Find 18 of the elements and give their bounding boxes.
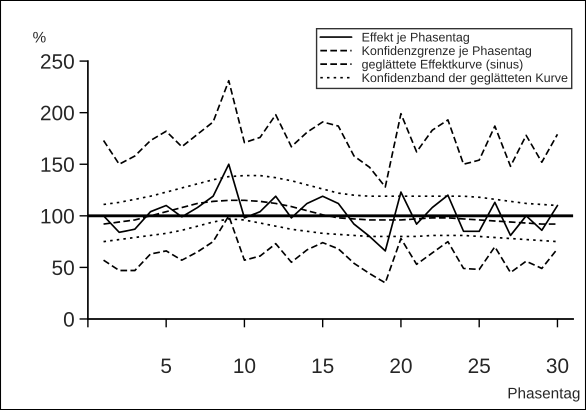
legend-label: Konfidenzband der geglätteten Kurve <box>362 72 568 85</box>
x-tick-label: 30 <box>546 358 568 374</box>
y-tick-label: 0 <box>64 312 74 327</box>
x-tick-label: 5 <box>161 358 172 374</box>
y-tick-label: 100 <box>42 208 74 224</box>
x-tick-label: 25 <box>468 358 490 374</box>
x-tick-label: 20 <box>390 358 412 374</box>
legend-label: geglättete Effektkurve (sinus) <box>362 59 522 72</box>
x-tick-label: 15 <box>312 358 334 374</box>
y-axis-title: % <box>33 32 46 43</box>
y-tick-label: 50 <box>52 260 74 276</box>
y-tick-label: 250 <box>41 54 74 69</box>
legend-label: Konfidenzgrenze je Phasentag <box>362 46 532 58</box>
y-tick-label: 200 <box>41 106 74 120</box>
y-tick-label: 150 <box>42 157 74 172</box>
legend-label: Effekt je Phasentag <box>362 32 469 44</box>
x-axis-title: Phasentag <box>508 387 580 402</box>
x-tick-label: 10 <box>234 358 256 374</box>
